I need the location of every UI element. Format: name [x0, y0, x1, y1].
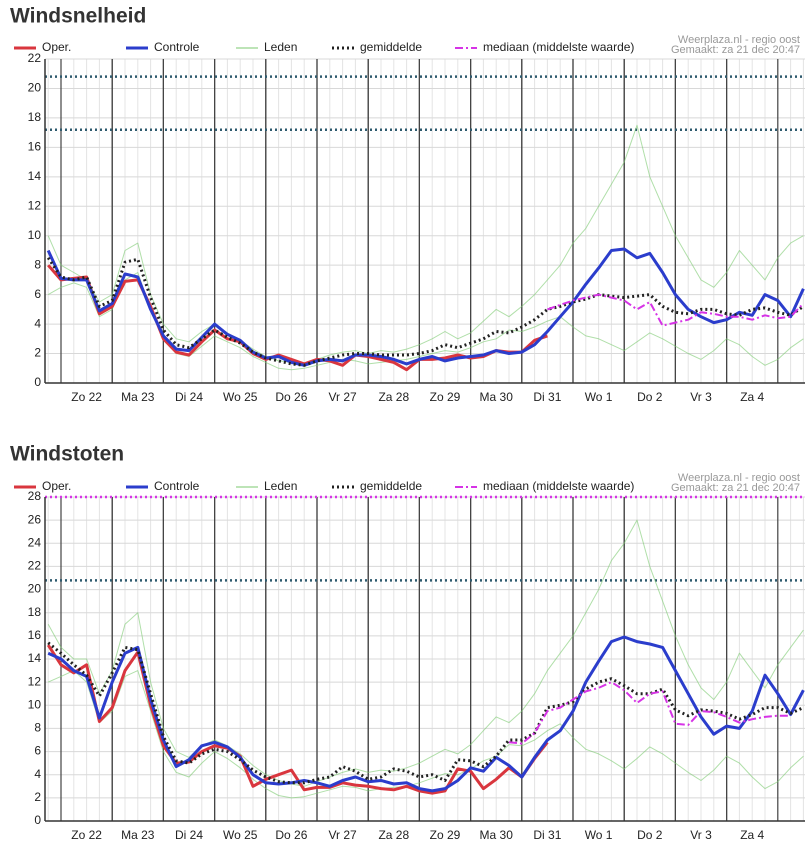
y-tick-label: 2 — [34, 346, 41, 360]
legend-label: mediaan (middelste waarde) — [483, 40, 634, 54]
x-tick-label: Ma 30 — [480, 390, 514, 404]
x-tick-label: Zo 29 — [430, 390, 461, 404]
x-tick-label: Vr 3 — [690, 828, 712, 842]
x-tick-label: Zo 22 — [71, 390, 102, 404]
x-tick-label: Ma 23 — [121, 828, 155, 842]
y-tick-label: 18 — [28, 605, 42, 619]
legend-label: Oper. — [42, 40, 71, 54]
x-tick-label: Di 31 — [533, 390, 561, 404]
y-tick-label: 12 — [28, 674, 42, 688]
x-tick-label: Zo 22 — [71, 828, 102, 842]
x-tick-label: Ma 23 — [121, 390, 155, 404]
x-tick-label: Di 31 — [533, 828, 561, 842]
x-tick-label: Wo 1 — [585, 828, 613, 842]
x-tick-label: Vr 3 — [690, 390, 712, 404]
y-tick-label: 10 — [28, 228, 42, 242]
x-tick-label: Za 28 — [378, 390, 409, 404]
x-tick-label: Wo 25 — [223, 390, 258, 404]
x-tick-label: Zo 29 — [430, 828, 461, 842]
y-tick-label: 8 — [34, 257, 41, 271]
y-tick-label: 6 — [34, 744, 41, 758]
series-line — [46, 256, 805, 367]
panel: Windstoten Weerplaza.nl - regio oostGemaa… — [10, 443, 805, 842]
y-tick-label: 22 — [28, 51, 42, 65]
legend-label: Leden — [264, 479, 297, 493]
y-tick-label: 26 — [28, 512, 42, 526]
legend-label: gemiddelde — [360, 479, 422, 493]
member-line — [47, 124, 804, 366]
x-tick-label: Ma 30 — [480, 828, 514, 842]
series-line — [46, 644, 549, 795]
panel: Windsnelheid Weerplaza.nl - regio oostGem… — [10, 5, 805, 404]
member-line — [47, 519, 804, 787]
x-tick-label: Do 2 — [637, 390, 663, 404]
y-tick-label: 4 — [34, 767, 41, 781]
panel-title: Windstoten — [10, 443, 124, 466]
y-tick-label: 10 — [28, 697, 42, 711]
series-line — [547, 293, 805, 327]
x-tick-label: Za 4 — [740, 390, 764, 404]
y-tick-label: 20 — [28, 582, 42, 596]
y-tick-label: 22 — [28, 559, 42, 573]
panel-title: Windsnelheid — [10, 5, 146, 28]
y-tick-label: 16 — [28, 140, 42, 154]
x-tick-label: Do 2 — [637, 828, 663, 842]
x-tick-label: Wo 25 — [223, 828, 258, 842]
x-tick-label: Di 24 — [175, 828, 203, 842]
x-tick-label: Vr 27 — [328, 828, 357, 842]
series-line — [508, 681, 791, 745]
y-tick-label: 14 — [28, 651, 42, 665]
member-line — [47, 670, 804, 799]
y-tick-label: 16 — [28, 628, 42, 642]
x-tick-label: Za 4 — [740, 828, 764, 842]
source-note: Gemaakt: za 21 dec 20:47 — [671, 44, 800, 56]
series-line — [47, 635, 805, 793]
x-tick-label: Do 26 — [275, 390, 307, 404]
legend-label: mediaan (middelste waarde) — [483, 479, 634, 493]
x-tick-label: Do 26 — [275, 828, 307, 842]
x-tick-label: Wo 1 — [585, 390, 613, 404]
y-tick-label: 8 — [34, 721, 41, 735]
legend-label: Leden — [264, 40, 297, 54]
legend-label: gemiddelde — [360, 40, 422, 54]
source-note: Weerplaza.nl - regio oost — [678, 34, 800, 46]
x-tick-label: Di 24 — [175, 390, 203, 404]
y-tick-label: 18 — [28, 110, 42, 124]
y-tick-label: 2 — [34, 790, 41, 804]
y-tick-label: 4 — [34, 316, 41, 330]
legend-label: Controle — [154, 40, 200, 54]
y-tick-label: 0 — [34, 813, 41, 827]
source-note: Weerplaza.nl - regio oost — [678, 472, 800, 484]
y-tick-label: 28 — [28, 489, 42, 503]
source-note: Gemaakt: za 21 dec 20:47 — [671, 482, 800, 494]
series-line — [46, 247, 805, 367]
series-line — [47, 641, 805, 785]
y-tick-label: 0 — [34, 375, 41, 389]
legend-label: Controle — [154, 479, 200, 493]
x-tick-label: Vr 27 — [328, 390, 357, 404]
y-tick-label: 14 — [28, 169, 42, 183]
x-tick-label: Za 28 — [378, 828, 409, 842]
y-tick-label: 24 — [28, 535, 42, 549]
y-tick-label: 12 — [28, 198, 42, 212]
legend-label: Oper. — [42, 479, 71, 493]
y-tick-label: 20 — [28, 81, 42, 95]
y-tick-label: 6 — [34, 287, 41, 301]
